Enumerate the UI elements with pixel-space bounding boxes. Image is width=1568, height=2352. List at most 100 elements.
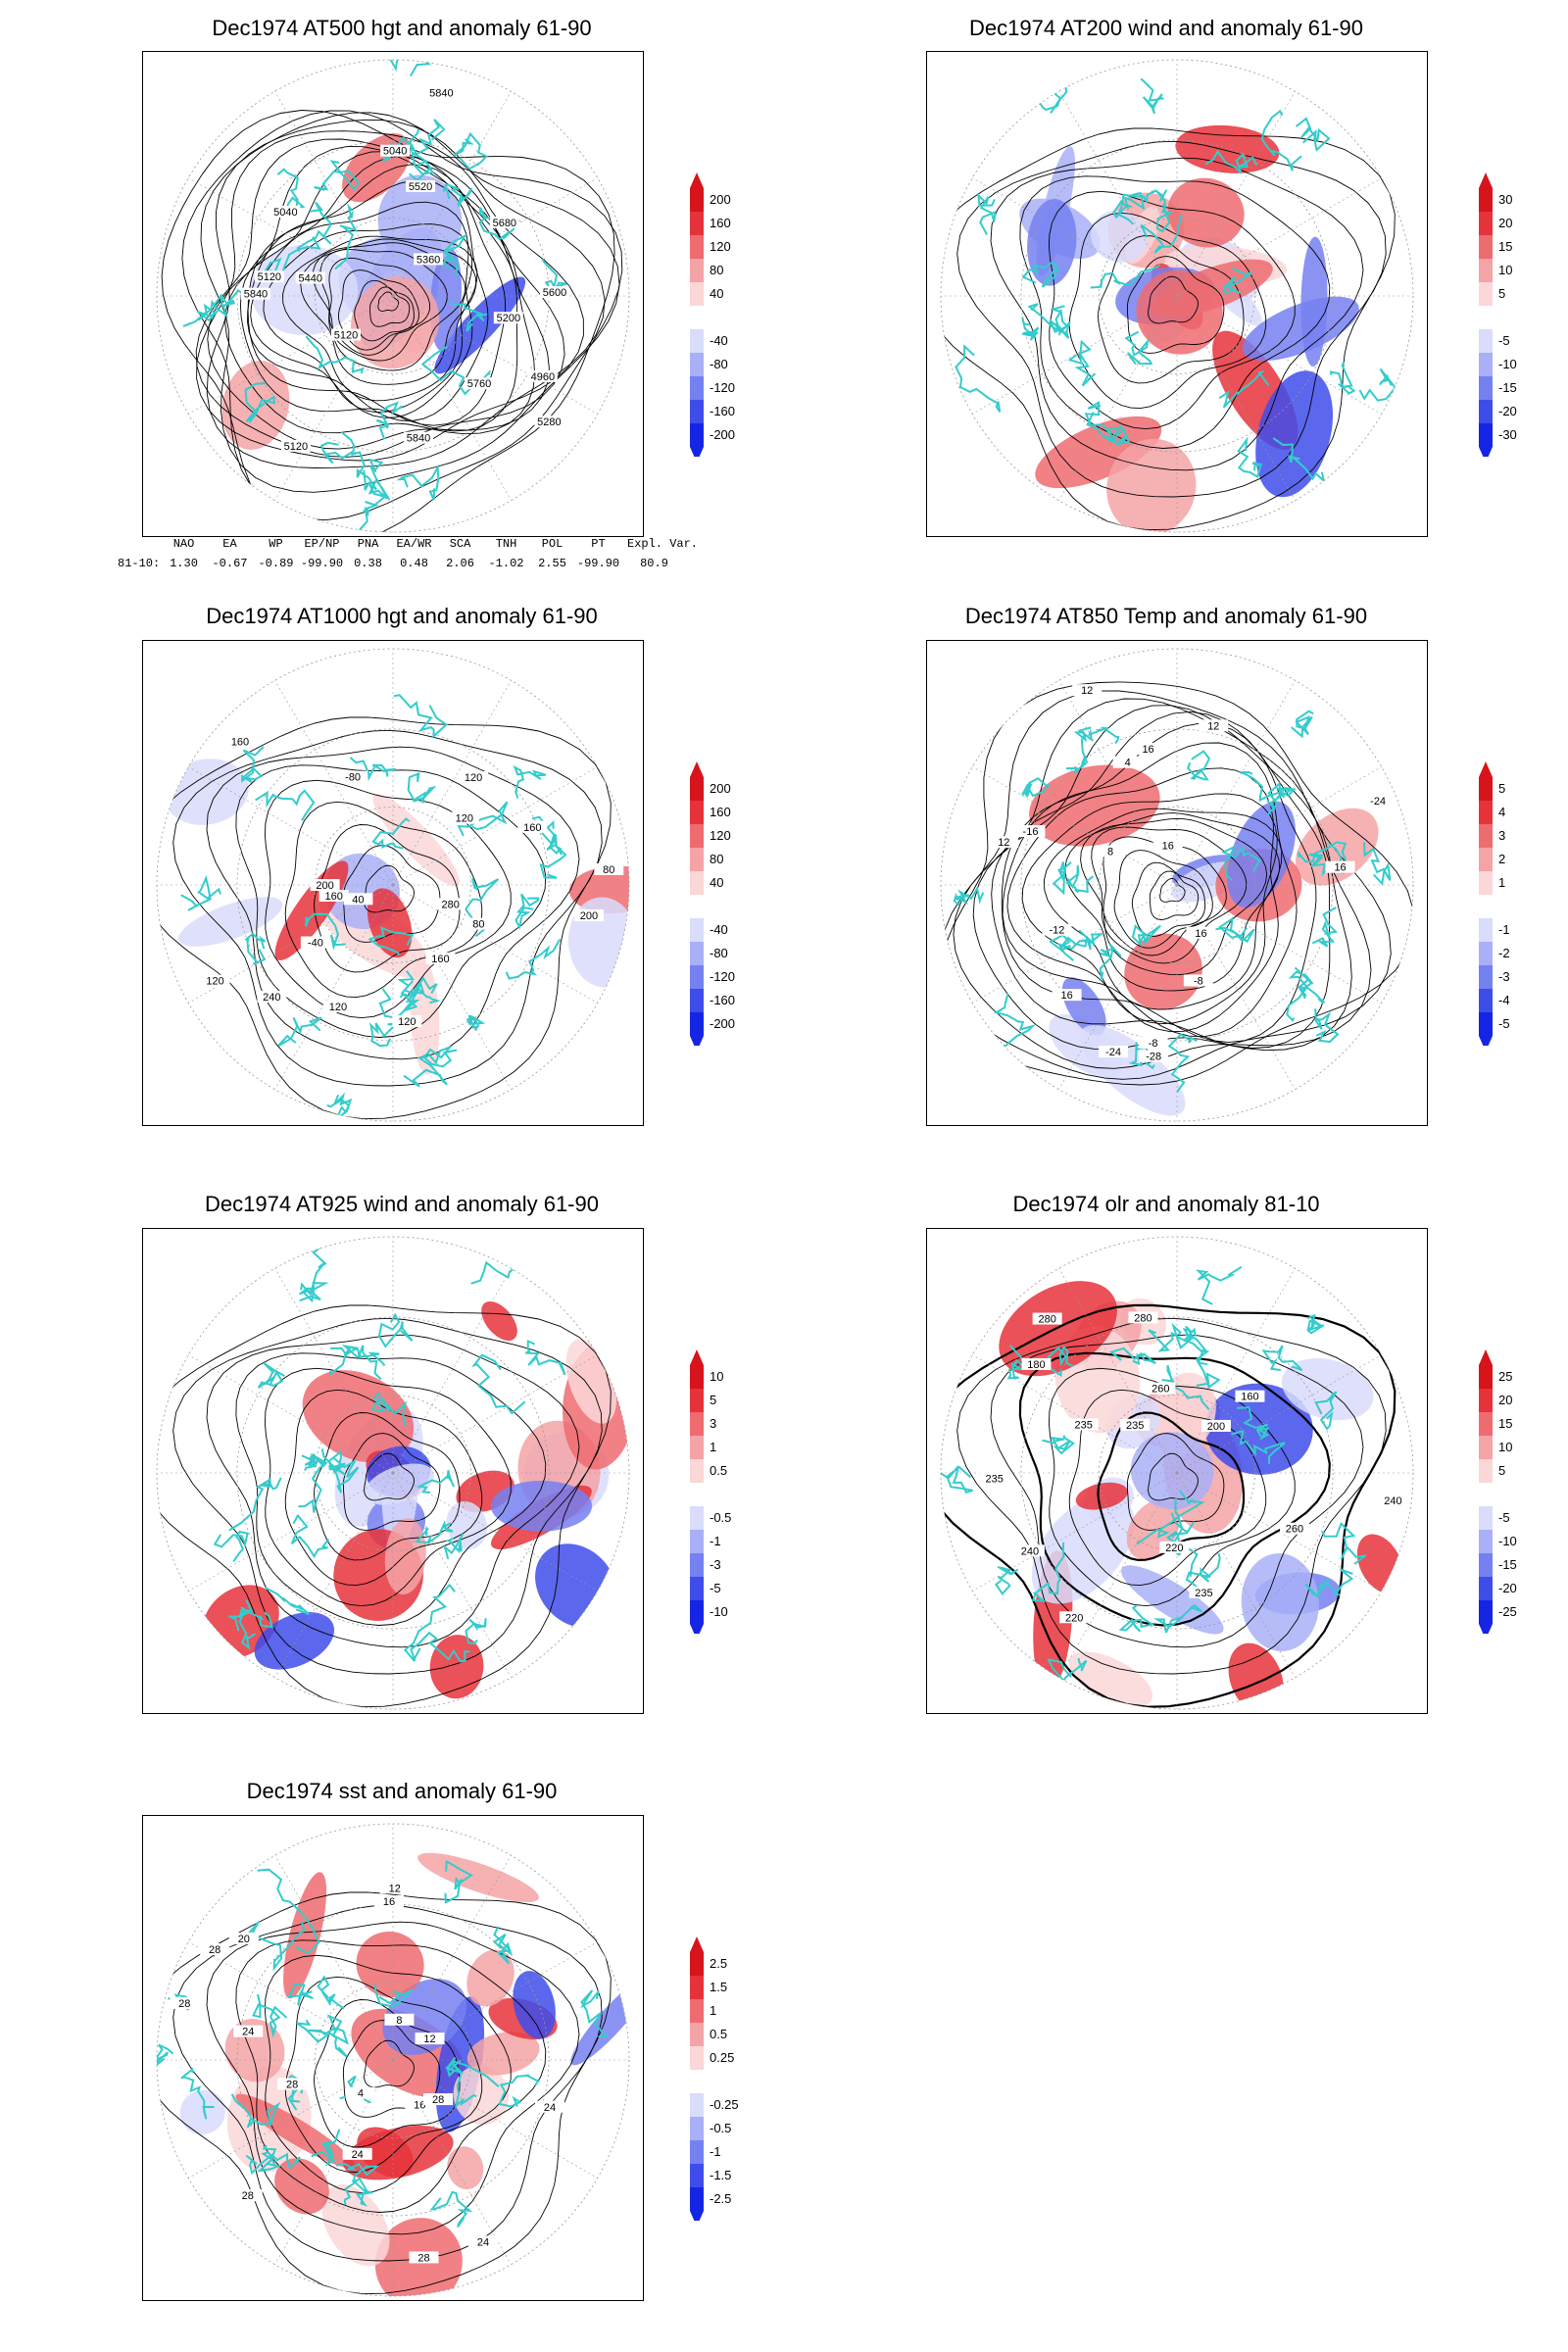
map-sst: 28 24 24 20 16 12 8 4 24 28 28 28 12 16 24 28 28 (142, 1815, 644, 2301)
colorbar-top-arrow (690, 1349, 704, 1365)
colorbar-tick-label: -160 (710, 404, 735, 418)
index-header-cell: PNA (357, 537, 379, 551)
contour-line (206, 1334, 580, 1648)
colorbar-swatch (690, 1600, 704, 1624)
anomaly-shading (356, 1931, 424, 1998)
contour-label-bg (1146, 1382, 1176, 1395)
contour-label: 12 (1081, 685, 1093, 697)
coastline (326, 1092, 353, 1120)
contour-label-bg (1133, 743, 1163, 756)
contour-line (284, 1389, 483, 1587)
colorbar-tick-label: -40 (710, 333, 728, 348)
coastline (977, 192, 997, 235)
coastline (1136, 1490, 1205, 1545)
coastline (300, 1237, 335, 1297)
contour-line (342, 1433, 441, 1531)
colorbar-tick-label: 2.5 (710, 1956, 727, 1971)
coastline (287, 1984, 314, 2006)
colorbar-swatch (690, 353, 704, 376)
contour-label: -24 (1370, 796, 1386, 808)
coastline (1031, 1542, 1065, 1602)
coastline (1019, 75, 1068, 114)
colorbar-bottom-arrow (690, 2211, 704, 2227)
meridian-line (392, 1354, 598, 1474)
coastline (328, 1345, 382, 1381)
meridian-line (1176, 295, 1382, 415)
contour-label: 5120 (334, 330, 358, 342)
coastline (1204, 149, 1258, 174)
colorbar-tick-label: -120 (710, 969, 735, 984)
coastline (478, 207, 521, 241)
coastline (442, 182, 473, 208)
colorbar-swatch (690, 282, 704, 306)
meridian-line (1058, 91, 1178, 297)
contour-line (206, 1921, 580, 2235)
contour-label: 260 (1286, 1524, 1303, 1536)
contour-line (1048, 190, 1296, 430)
contour-line (1091, 826, 1248, 964)
coastline (1067, 339, 1097, 387)
contour-line (157, 716, 612, 1120)
latitude-circle (315, 1395, 471, 1551)
anomaly-shading (466, 2032, 540, 2076)
meridian-line (274, 680, 394, 886)
meridian-line (188, 766, 394, 886)
coastline (525, 1339, 566, 1376)
contour-label-bg (449, 811, 479, 824)
meridian-line (1176, 766, 1382, 886)
coastline (1027, 303, 1069, 333)
contour-line (195, 138, 565, 458)
contour-label: 12 (389, 1883, 401, 1894)
colorbar-tick-label: -200 (710, 1016, 735, 1031)
colorbar-graphic: 200 160 120 80 40 -40 -80 -120 -160 -200 (690, 761, 735, 1052)
coastline (358, 484, 388, 532)
coastline (372, 60, 431, 77)
colorbar-swatch (690, 777, 704, 801)
colorbar-swatch (690, 1530, 704, 1553)
contour-label-bg (535, 2100, 565, 2113)
colorbar-tick-label: 40 (710, 286, 723, 301)
colorbar-tick-label: 4 (1498, 805, 1505, 819)
meridian-line (188, 177, 394, 297)
coastline (1042, 1435, 1076, 1455)
colorbar-swatch (690, 1506, 704, 1530)
coastline (255, 789, 316, 821)
anomaly-shading (1130, 1432, 1214, 1510)
contour-line (235, 764, 547, 1038)
contour-line (181, 110, 623, 521)
contour-label: 5840 (407, 433, 430, 445)
colorbar-swatch (1479, 777, 1493, 801)
colorbar-tick-label: -15 (1498, 380, 1517, 395)
colorbar-swatch (1479, 1600, 1493, 1624)
coastline (450, 300, 488, 332)
panel-title-at200: Dec1974 AT200 wind and anomaly 61-90 (969, 16, 1363, 40)
coastline (1329, 361, 1356, 395)
colorbar-swatch (690, 965, 704, 989)
colorbar-swatch (1479, 895, 1493, 918)
index-header-cell: PT (591, 537, 606, 551)
contour-label-bg (1128, 1311, 1158, 1324)
contour-label-bg (342, 2147, 372, 2160)
contour-label: 28 (432, 2094, 444, 2106)
colorbar-swatch (1479, 1530, 1493, 1553)
index-value-cell: 2.55 (538, 557, 566, 570)
anomaly-shading (1242, 296, 1359, 362)
colorbar-tick-label: 1 (710, 1440, 716, 1454)
colorbar-tick-label: -5 (710, 1581, 721, 1595)
colorbar-swatch (1479, 801, 1493, 824)
contour-label-bg (1325, 860, 1355, 873)
contour-line (1148, 1452, 1199, 1501)
coastline (1124, 330, 1153, 366)
contour-label: 120 (329, 1002, 347, 1013)
coastline (955, 344, 1002, 413)
anomaly-shading (1091, 210, 1149, 263)
contour-line (300, 238, 477, 385)
colorbar-tick-label: 10 (710, 1369, 723, 1384)
contour-line (990, 157, 1364, 471)
contour-label-bg (1096, 845, 1126, 858)
coastline (1021, 776, 1051, 798)
colorbar-tick-label: -1 (1498, 922, 1510, 937)
contour-label-bg (989, 836, 1019, 849)
coastline (448, 2059, 477, 2109)
contour-label: 40 (352, 894, 364, 906)
